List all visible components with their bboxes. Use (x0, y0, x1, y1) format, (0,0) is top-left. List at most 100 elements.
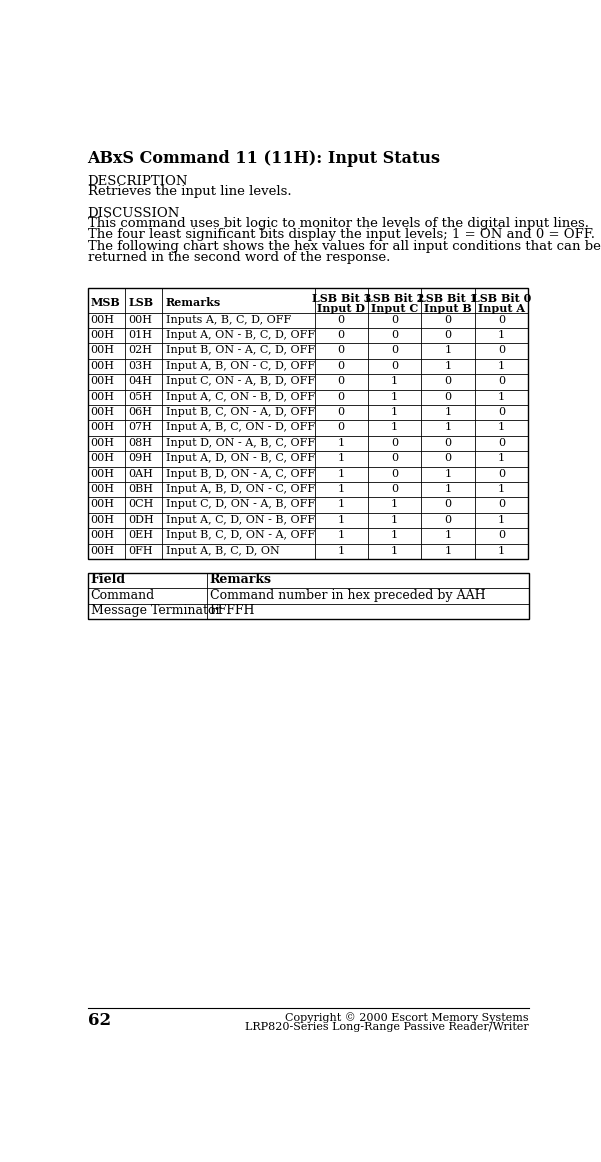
Text: Input D, ON - A, B, C, OFF: Input D, ON - A, B, C, OFF (166, 438, 315, 447)
Text: 0: 0 (391, 345, 398, 356)
Text: 1: 1 (445, 407, 451, 417)
Text: 00H: 00H (91, 438, 115, 447)
Text: 00H: 00H (91, 530, 115, 540)
Text: 00H: 00H (91, 361, 115, 371)
Text: 00H: 00H (91, 546, 115, 555)
Text: 03H: 03H (128, 361, 152, 371)
Text: 1: 1 (498, 453, 505, 464)
Text: 1: 1 (338, 500, 345, 509)
Text: 0: 0 (391, 453, 398, 464)
Text: 0: 0 (338, 361, 345, 371)
Text: Command number in hex preceded by AAH: Command number in hex preceded by AAH (210, 589, 486, 602)
Text: 1: 1 (445, 423, 451, 432)
Text: 1: 1 (391, 500, 398, 509)
Text: 0: 0 (445, 515, 451, 525)
Text: 1: 1 (338, 515, 345, 525)
Text: 0: 0 (391, 315, 398, 324)
Text: 1: 1 (391, 515, 398, 525)
Text: Input A, B, D, ON - C, OFF: Input A, B, D, ON - C, OFF (166, 485, 315, 494)
Text: Input B, C, ON - A, D, OFF: Input B, C, ON - A, D, OFF (166, 407, 315, 417)
Text: LSB: LSB (128, 297, 153, 308)
Text: Input D: Input D (317, 302, 365, 314)
Text: DESCRIPTION: DESCRIPTION (88, 174, 188, 188)
Text: 0BH: 0BH (128, 485, 153, 494)
Text: The four least significant bits display the input levels; 1 = ON and 0 = OFF.: The four least significant bits display … (88, 229, 594, 242)
Text: 00H: 00H (91, 315, 115, 324)
Text: 00H: 00H (91, 345, 115, 356)
Bar (88, 288, 528, 559)
Text: Field: Field (91, 573, 126, 587)
Text: 0: 0 (445, 315, 451, 324)
Text: 00H: 00H (91, 330, 115, 340)
Text: 1: 1 (498, 392, 505, 402)
Text: 1: 1 (338, 546, 345, 555)
Text: 0: 0 (338, 345, 345, 356)
Text: 0: 0 (391, 468, 398, 479)
Text: 0: 0 (498, 468, 505, 479)
Text: Input A, B, ON - C, D, OFF: Input A, B, ON - C, D, OFF (166, 361, 315, 371)
Text: 1: 1 (391, 407, 398, 417)
Bar (88, 573, 528, 619)
Text: Command: Command (91, 589, 155, 602)
Text: 02H: 02H (128, 345, 152, 356)
Text: LSB Bit 3: LSB Bit 3 (312, 294, 371, 304)
Text: 1: 1 (391, 530, 398, 540)
Text: 0AH: 0AH (128, 468, 153, 479)
Text: 08H: 08H (128, 438, 152, 447)
Text: 0: 0 (445, 500, 451, 509)
Text: LSB Bit 1: LSB Bit 1 (418, 294, 478, 304)
Text: 00H: 00H (91, 376, 115, 386)
Text: DISCUSSION: DISCUSSION (88, 207, 180, 221)
Text: The following chart shows the hex values for all input conditions that can be: The following chart shows the hex values… (88, 239, 600, 252)
Text: FFFFH: FFFFH (210, 604, 255, 617)
Text: Inputs A, B, C, D, OFF: Inputs A, B, C, D, OFF (166, 315, 291, 324)
Text: 0CH: 0CH (128, 500, 153, 509)
Text: Message Terminator: Message Terminator (91, 604, 221, 617)
Text: Input B, C, D, ON - A, OFF: Input B, C, D, ON - A, OFF (166, 530, 315, 540)
Text: 1: 1 (445, 485, 451, 494)
Text: This command uses bit logic to monitor the levels of the digital input lines.: This command uses bit logic to monitor t… (88, 217, 588, 230)
Text: 0: 0 (391, 330, 398, 340)
Text: Input A, C, D, ON - B, OFF: Input A, C, D, ON - B, OFF (166, 515, 315, 525)
Text: 0EH: 0EH (128, 530, 153, 540)
Text: Input A, ON - B, C, D, OFF: Input A, ON - B, C, D, OFF (166, 330, 315, 340)
Text: 1: 1 (391, 392, 398, 402)
Text: 0: 0 (391, 361, 398, 371)
Text: 0: 0 (445, 438, 451, 447)
Text: ABxS Command 11 (11H): Input Status: ABxS Command 11 (11H): Input Status (88, 150, 441, 167)
Text: 06H: 06H (128, 407, 152, 417)
Text: Copyright © 2000 Escort Memory Systems: Copyright © 2000 Escort Memory Systems (285, 1012, 528, 1023)
Text: MSB: MSB (91, 297, 120, 308)
Text: 0DH: 0DH (128, 515, 154, 525)
Text: 62: 62 (88, 1012, 111, 1028)
Text: Input A, D, ON - B, C, OFF: Input A, D, ON - B, C, OFF (166, 453, 315, 464)
Text: 00H: 00H (128, 315, 152, 324)
Text: 1: 1 (445, 361, 451, 371)
Text: LSB Bit 0: LSB Bit 0 (472, 294, 531, 304)
Text: 1: 1 (338, 468, 345, 479)
Text: 05H: 05H (128, 392, 152, 402)
Text: 1: 1 (445, 530, 451, 540)
Text: 1: 1 (445, 345, 451, 356)
Text: 00H: 00H (91, 423, 115, 432)
Text: 0: 0 (445, 453, 451, 464)
Text: Input B: Input B (424, 302, 472, 314)
Text: Input C: Input C (371, 302, 418, 314)
Text: Input A, C, ON - B, D, OFF: Input A, C, ON - B, D, OFF (166, 392, 315, 402)
Text: 1: 1 (498, 361, 505, 371)
Text: Input B, D, ON - A, C, OFF: Input B, D, ON - A, C, OFF (166, 468, 315, 479)
Text: 0: 0 (338, 423, 345, 432)
Text: 1: 1 (338, 438, 345, 447)
Text: 0FH: 0FH (128, 546, 153, 555)
Text: 00H: 00H (91, 515, 115, 525)
Text: 1: 1 (445, 468, 451, 479)
Text: 1: 1 (498, 485, 505, 494)
Text: 07H: 07H (128, 423, 152, 432)
Text: 1: 1 (338, 530, 345, 540)
Text: 0: 0 (498, 530, 505, 540)
Text: 1: 1 (391, 546, 398, 555)
Text: Remarks: Remarks (210, 573, 272, 587)
Text: Input C, ON - A, B, D, OFF: Input C, ON - A, B, D, OFF (166, 376, 315, 386)
Text: 0: 0 (445, 376, 451, 386)
Text: 0: 0 (391, 438, 398, 447)
